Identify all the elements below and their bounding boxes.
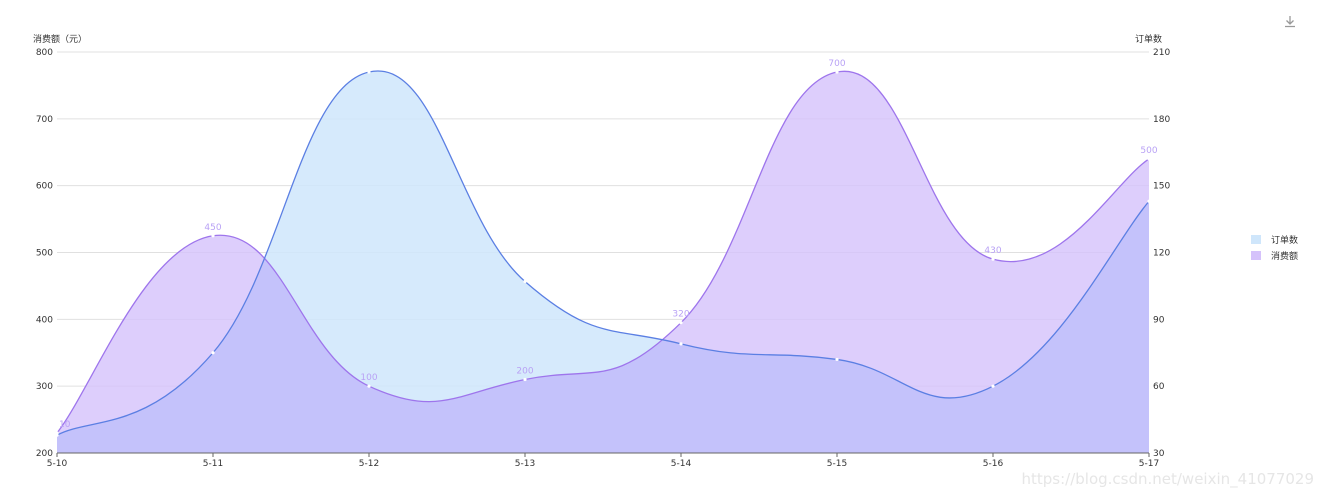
watermark: https://blog.csdn.net/weixin_41077029 (1021, 470, 1314, 489)
right-tick-label: 120 (1153, 249, 1170, 259)
line-spend (56, 70, 1150, 434)
point-spend[interactable] (1147, 157, 1151, 161)
x-tick-label: 5-12 (359, 459, 379, 469)
right-tick-label: 30 (1153, 449, 1165, 459)
left-tick-label: 400 (36, 315, 53, 325)
x-tick-label: 5-14 (671, 459, 692, 469)
point-orders[interactable] (1147, 199, 1151, 203)
point-spend[interactable] (367, 384, 371, 388)
left-tick-label: 600 (36, 182, 53, 192)
x-tick-label: 5-11 (203, 459, 223, 469)
data-label: 430 (984, 246, 1001, 256)
x-tick-label: 5-10 (47, 459, 68, 469)
left-tick-label: 800 (36, 48, 53, 58)
left-tick-label: 200 (36, 449, 53, 459)
legend-swatch (1251, 235, 1261, 244)
point-spend[interactable] (835, 70, 839, 74)
x-tick-label: 5-17 (1139, 459, 1159, 469)
data-label: 320 (672, 310, 689, 320)
right-tick-label: 180 (1153, 115, 1170, 125)
data-label: 100 (360, 373, 377, 383)
left-tick-label: 500 (36, 249, 53, 259)
point-spend[interactable] (211, 234, 215, 238)
right-tick-label: 210 (1153, 48, 1170, 58)
areas (55, 70, 1151, 454)
point-spend[interactable] (679, 321, 683, 325)
point-spend[interactable] (991, 257, 995, 261)
point-orders[interactable] (835, 357, 839, 362)
left-tick-label: 700 (36, 115, 53, 125)
point-orders[interactable] (991, 384, 995, 388)
legend-item[interactable]: 订单数 (1251, 234, 1298, 246)
data-label: 10 (59, 420, 71, 430)
legend-label: 订单数 (1271, 234, 1298, 246)
right-tick-label: 90 (1153, 315, 1165, 325)
data-label: 200 (516, 366, 533, 376)
x-tick-label: 5-16 (983, 459, 1004, 469)
legend-item[interactable]: 消费额 (1251, 250, 1298, 262)
x-tick-label: 5-15 (827, 459, 847, 469)
left-axis-title: 消费额（元） (33, 33, 87, 45)
data-labels: 10 450 100 200 320 700 430 500 (59, 59, 1158, 430)
right-tick-label: 150 (1153, 182, 1170, 192)
point-orders[interactable] (211, 351, 215, 355)
point-orders[interactable] (367, 70, 371, 74)
right-tick-label: 60 (1153, 382, 1165, 392)
x-tick-label: 5-13 (515, 459, 535, 469)
right-axis-title: 订单数 (1135, 33, 1162, 45)
point-spend[interactable] (55, 431, 59, 435)
data-label: 450 (204, 223, 221, 233)
data-label: 700 (828, 59, 845, 69)
point-orders[interactable] (679, 342, 683, 346)
data-label: 500 (1140, 146, 1157, 156)
point-orders[interactable] (55, 433, 59, 437)
legend-label: 消费额 (1271, 250, 1298, 262)
left-tick-label: 300 (36, 382, 53, 392)
point-spend[interactable] (523, 377, 527, 382)
download-icon[interactable] (1281, 12, 1299, 30)
line-orders (56, 70, 1150, 436)
axes: 200 300 400 500 600 700 800 30 60 90 120 150 180 210 5… (36, 48, 1171, 469)
legend-swatch (1251, 251, 1261, 260)
point-orders[interactable] (523, 279, 527, 284)
